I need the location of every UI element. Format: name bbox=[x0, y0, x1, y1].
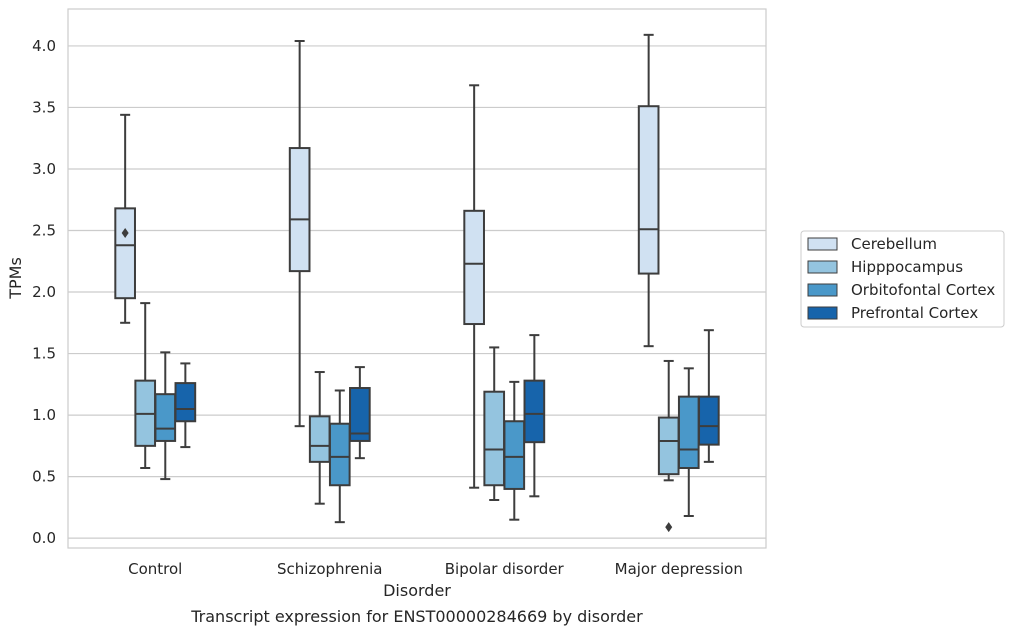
box-group bbox=[523, 334, 546, 498]
chart-caption: Transcript expression for ENST0000028466… bbox=[190, 607, 643, 626]
y-axis-label: TPMs bbox=[6, 257, 25, 300]
plot-frame bbox=[67, 8, 767, 549]
y-tick-label: 3.5 bbox=[32, 98, 56, 116]
box bbox=[154, 393, 177, 442]
legend-label: Cerebellum bbox=[851, 235, 937, 253]
legend-swatch bbox=[807, 283, 838, 297]
y-tick-label: 2.5 bbox=[32, 222, 56, 240]
box-group bbox=[114, 113, 136, 324]
y-tick-label: 2.0 bbox=[32, 283, 56, 301]
legend-swatch bbox=[807, 260, 838, 274]
y-tick-label: 0.5 bbox=[32, 468, 56, 486]
box bbox=[698, 395, 720, 446]
y-axis-ticks: 0.0 0.5 1.0 1.5 2.0 2.5 3.0 3.5 4.0 bbox=[32, 37, 56, 547]
box bbox=[503, 420, 526, 490]
box bbox=[677, 395, 700, 470]
box bbox=[657, 416, 680, 476]
legend-label: Orbitofontal Cortex bbox=[851, 281, 995, 299]
outlier-point bbox=[121, 227, 129, 238]
box-plots bbox=[114, 33, 720, 533]
x-tick-label: Control bbox=[128, 560, 182, 578]
box-group bbox=[349, 366, 371, 460]
legend-frame bbox=[800, 230, 1005, 328]
box-group bbox=[637, 33, 660, 348]
box bbox=[483, 390, 506, 487]
box-group bbox=[657, 359, 680, 533]
box-group bbox=[134, 302, 157, 470]
box-group bbox=[677, 367, 700, 518]
box bbox=[174, 382, 197, 423]
legend: Cerebellum Hipppocampus Orbitofontal Corte… bbox=[800, 230, 1005, 328]
box bbox=[308, 415, 331, 463]
box bbox=[523, 379, 546, 444]
box bbox=[288, 147, 311, 273]
y-tick-label: 1.5 bbox=[32, 345, 56, 363]
x-axis-ticks: Control Schizophrenia Bipolar disorder Majo… bbox=[128, 560, 743, 578]
box bbox=[637, 105, 660, 275]
box bbox=[328, 422, 351, 487]
legend-swatch bbox=[807, 306, 838, 320]
x-tick-label: Schizophrenia bbox=[277, 560, 382, 578]
x-tick-label: Major depression bbox=[615, 560, 743, 578]
outlier-point bbox=[665, 522, 673, 533]
box-group bbox=[463, 84, 485, 489]
box bbox=[114, 207, 136, 300]
box-group bbox=[483, 346, 506, 502]
x-axis-label: Disorder bbox=[383, 581, 451, 600]
y-tick-label: 1.0 bbox=[32, 406, 56, 424]
box-group bbox=[328, 389, 351, 524]
box-group bbox=[154, 351, 177, 481]
legend-label: Hipppocampus bbox=[851, 258, 963, 276]
legend-label: Prefrontal Cortex bbox=[851, 304, 978, 322]
y-tick-label: 4.0 bbox=[32, 37, 56, 55]
box-group bbox=[308, 371, 331, 505]
box-group bbox=[174, 362, 197, 449]
box-group bbox=[503, 380, 526, 521]
y-tick-label: 3.0 bbox=[32, 160, 56, 178]
box bbox=[463, 209, 485, 326]
x-tick-label: Bipolar disorder bbox=[445, 560, 565, 578]
legend-swatch bbox=[807, 237, 838, 251]
box bbox=[349, 387, 371, 442]
y-tick-label: 0.0 bbox=[32, 529, 56, 547]
box-group bbox=[698, 329, 720, 463]
box-group bbox=[288, 39, 311, 428]
